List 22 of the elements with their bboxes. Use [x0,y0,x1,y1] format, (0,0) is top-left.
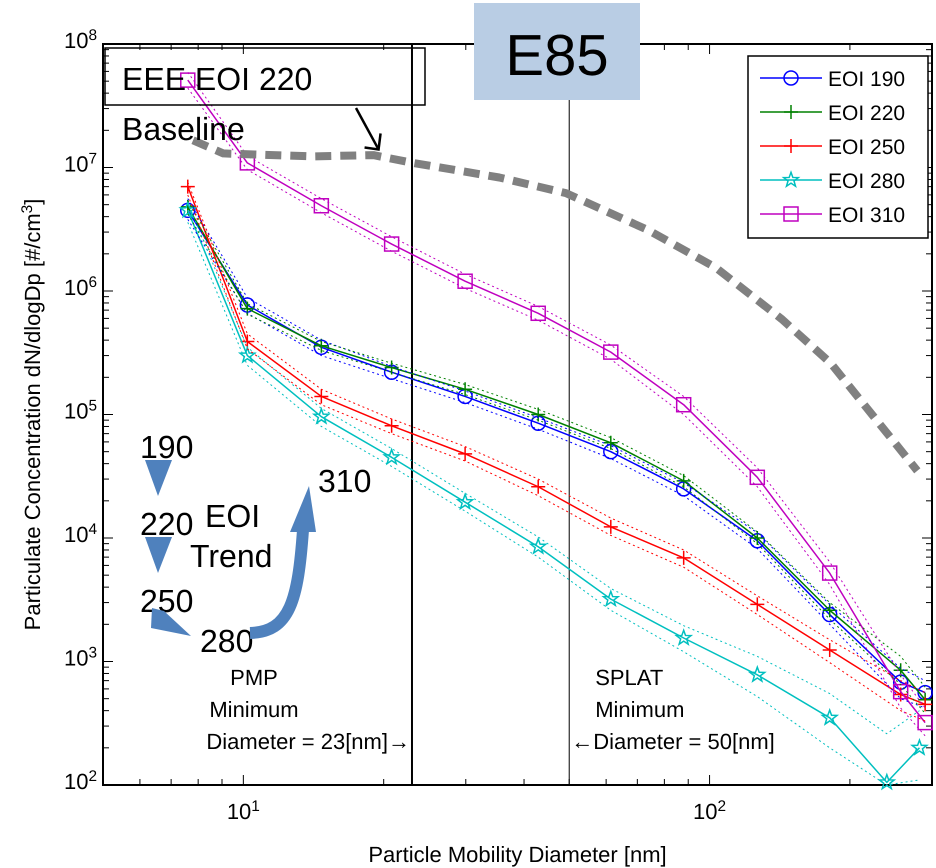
x-axis-title: Particle Mobility Diameter [nm] [368,842,667,867]
annotation: 310 [318,463,372,499]
annotation: 220 [140,506,194,542]
x-tick-label: 10$^{1}$ [226,798,260,824]
ref-line-label: SPLAT Minimum ←Diameter = 50[nm] [571,665,775,754]
y-tick-label: 10$^{8}$ [64,26,97,53]
legend-label: EOI 280 [828,170,906,193]
ref-line-label: PMP Minimum Diameter = 23[nm]→ [206,665,410,754]
legend-label: EOI 220 [828,102,906,125]
legend-label: EOI 310 [828,204,906,227]
y-tick-label: 10$^{4}$ [64,520,98,547]
annotation: 280 [200,623,254,659]
y-tick-label: 10$^{3}$ [64,644,97,670]
y-tick-label: 10$^{6}$ [64,274,97,300]
y-tick-label: 10$^{5}$ [64,397,97,424]
legend-label: EOI 190 [828,68,906,91]
annotation: 250 [140,583,194,619]
chart-title: E85 [505,23,609,88]
legend-label: EOI 250 [828,136,906,159]
annotation: 190 [140,429,194,465]
y-tick-label: 10$^{7}$ [64,150,97,176]
y-tick-label: 10$^{2}$ [64,768,97,794]
